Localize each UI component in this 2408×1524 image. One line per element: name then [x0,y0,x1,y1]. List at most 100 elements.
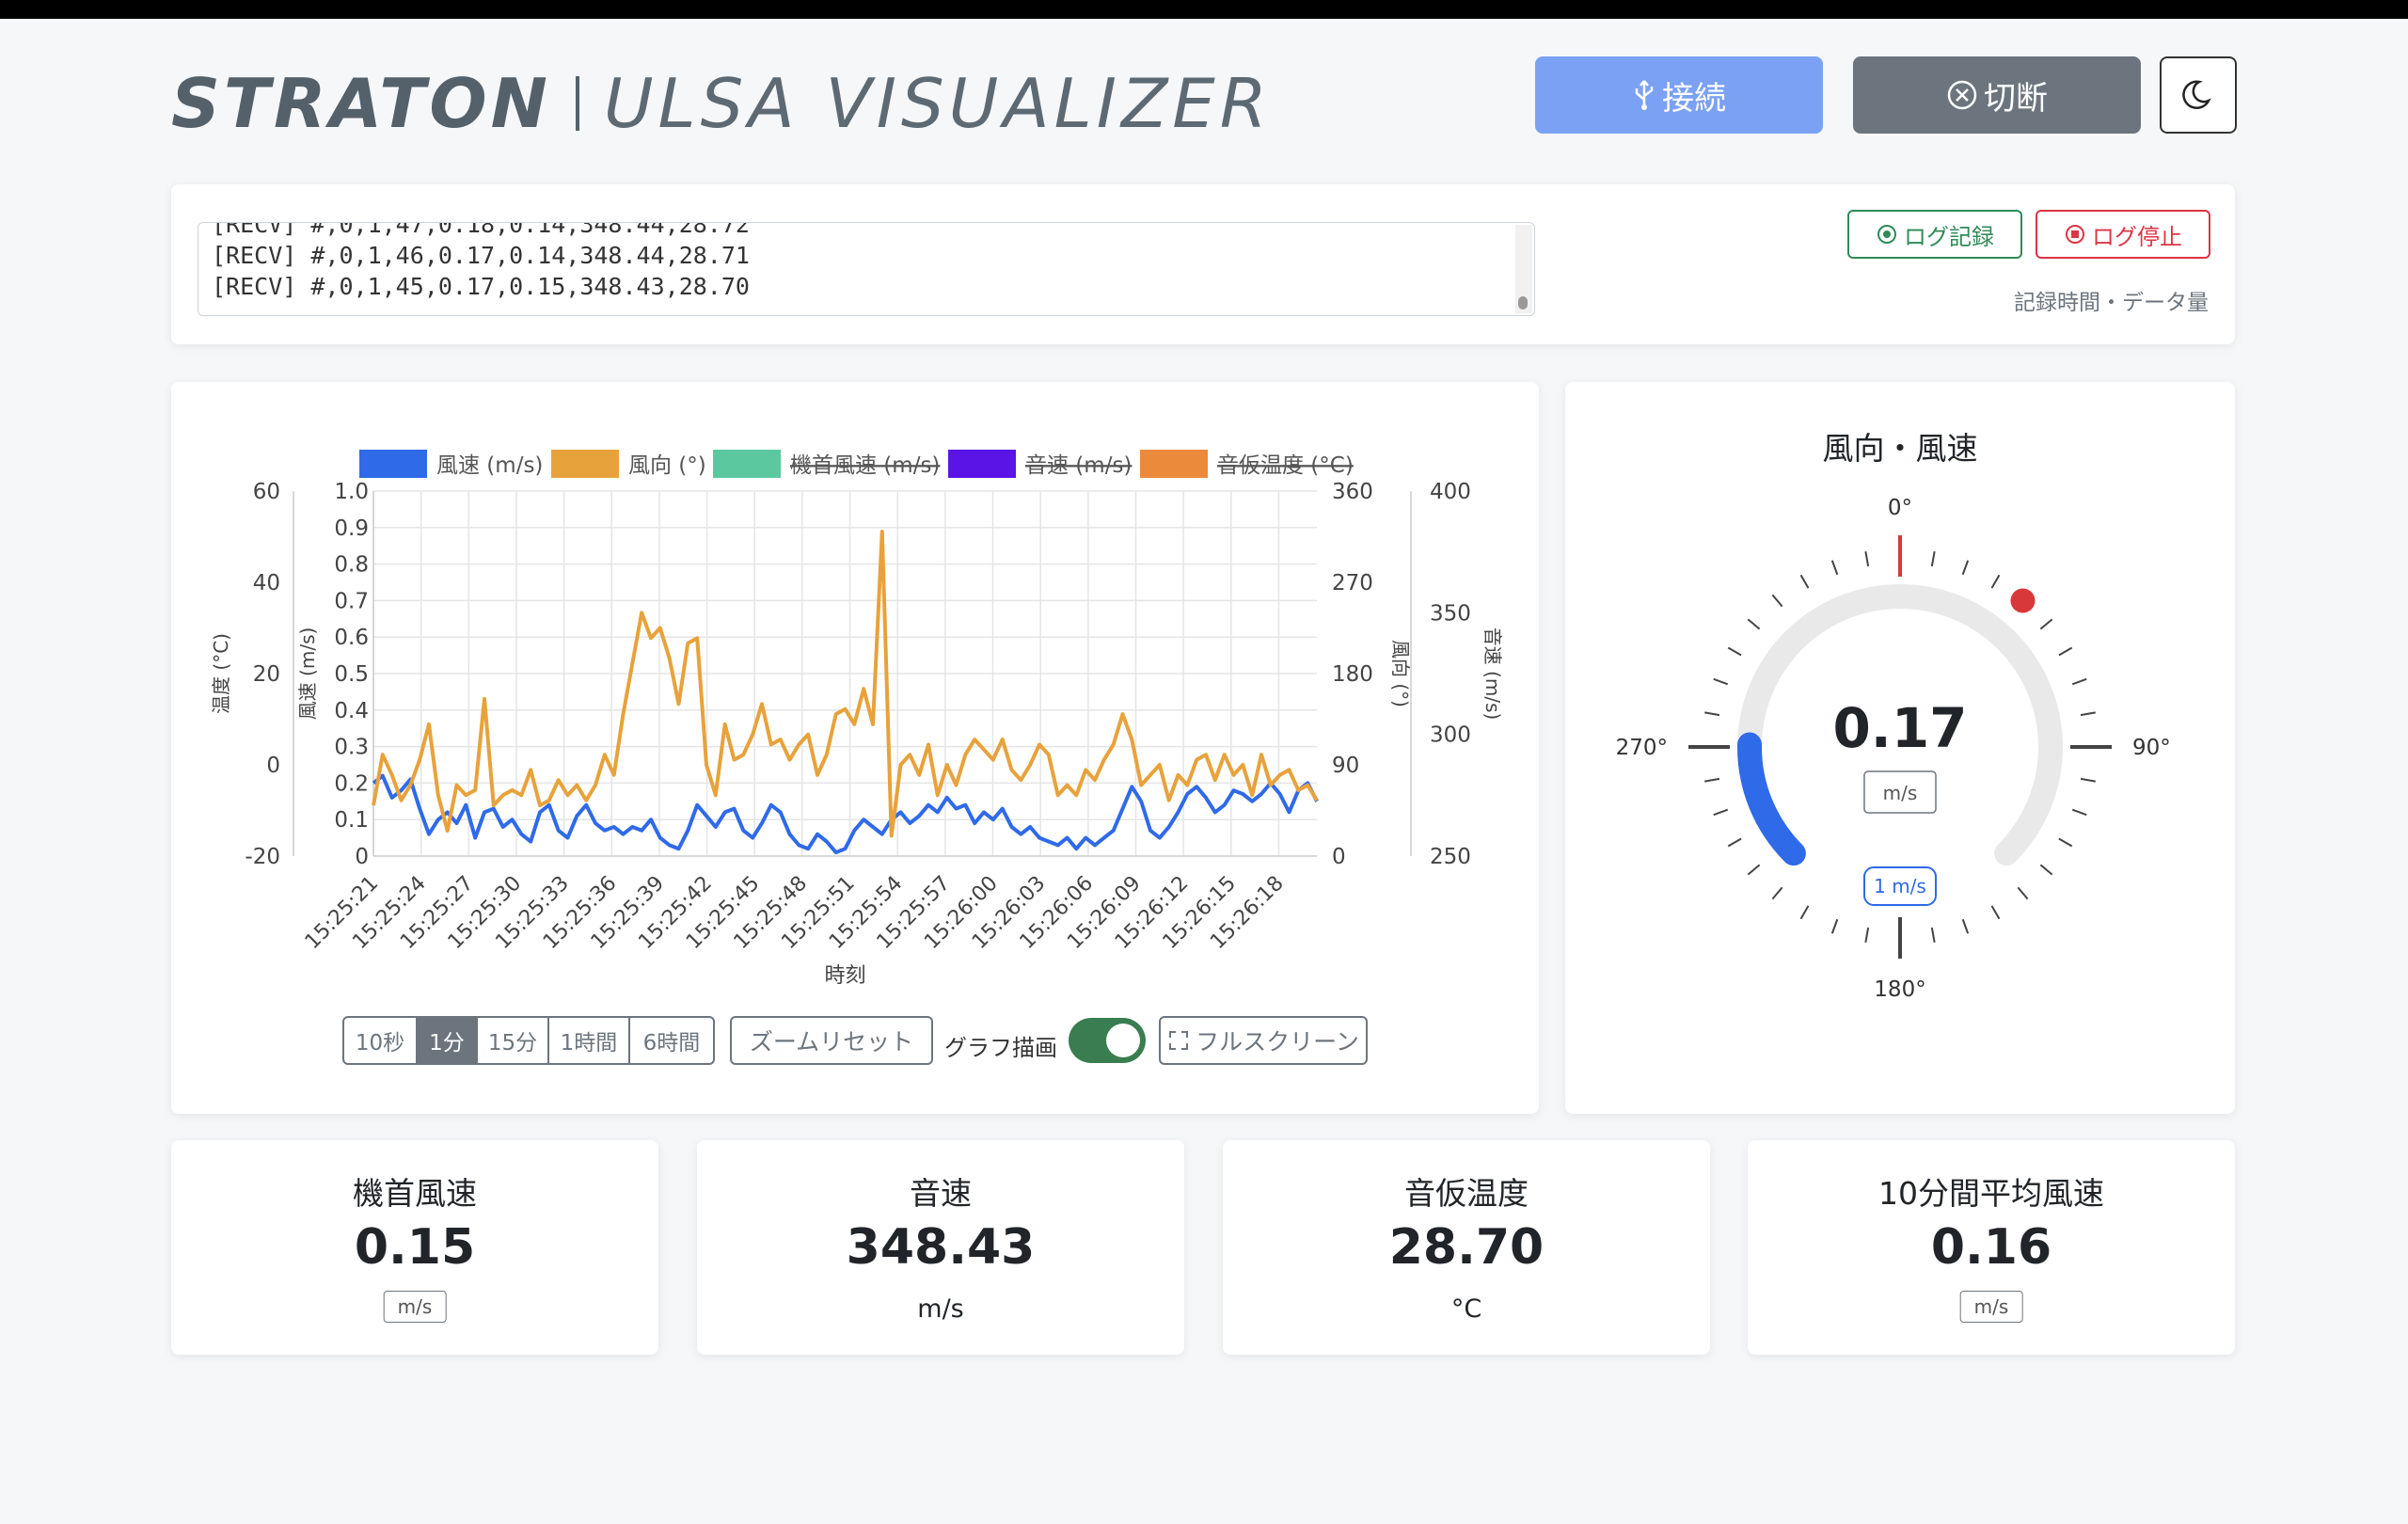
gauge-tick [1930,927,1936,943]
y-tick-label: 0.7 [334,589,369,613]
draw-toggle[interactable] [1069,1018,1146,1063]
y-tick-label: 0.6 [334,626,369,650]
y-tick-label: 270 [1332,571,1373,595]
log-start-button[interactable]: ログ記録 [1847,210,2022,259]
chart-panel: 風速 (m/s) 風向 (°) 機首風速 (m/s) 音速 (m/s) 音仮温度 (°C… [171,382,1539,1114]
range-option[interactable]: 1時間 [547,1016,630,1065]
y-tick-label: 0.2 [334,771,369,796]
theme-toggle-button[interactable] [2160,56,2237,134]
gauge-tick [2017,886,2029,900]
legend-swatch [551,450,619,478]
moon-icon [2182,80,2211,110]
stat-unit: m/s [383,1291,447,1323]
gauge-unit: m/s [1883,782,1918,804]
gauge-tick [1990,905,2001,920]
log-scrollbar[interactable] [1515,225,1532,313]
log-line: [RECV] #,0,1,45,0.17,0.15,348.43,28.70 [212,273,750,300]
x-axis-label: 時刻 [824,964,865,984]
stat-card-nose-wind: 機首風速 0.15 m/s [171,1140,658,1355]
legend-swatch [359,450,427,478]
connect-label: 接続 [1662,79,1726,118]
gauge-tick [1727,837,1742,848]
gauge-tick [2058,646,2073,657]
gauge-scale-badge [1863,866,1937,906]
legend-label: 風速 (m/s) [436,453,543,478]
y-tick-label: 250 [1430,845,1471,869]
toggle-knob [1106,1024,1140,1057]
stat-value: 0.16 [1930,1219,2052,1276]
y-tick-label: 20 [253,662,280,687]
legend-swatch [713,450,781,478]
y-tick-label: 0.3 [334,736,369,760]
y-tick-label: 0 [355,845,369,869]
range-option[interactable]: 6時間 [628,1016,715,1065]
wind-gauge: 風向・風速 0° 90° 180° 270° 0.17 m/s 1 m/s [1616,430,2171,1002]
y-tick-label: 0.1 [334,808,369,833]
stat-value: 0.15 [354,1219,476,1276]
gauge-tick [1990,574,2001,589]
stat-label: 音仮温度 [1404,1175,1529,1212]
disconnect-label: 切断 [1984,79,2048,118]
fullscreen-label: フルスクリーン [1196,1028,1359,1056]
legend-item: 風速 (m/s) [359,450,543,478]
gauge-tick [2080,711,2096,717]
brand: STRATON ULSA VISUALIZER [171,58,1272,148]
legend-label: 音仮温度 (°C) [1217,453,1354,478]
disconnect-button[interactable]: 切断 [1853,56,2141,134]
stop-icon [2066,225,2084,244]
stat-unit: m/s [1959,1291,2023,1323]
gauge-tick [1747,864,1761,876]
legend-swatch [1140,450,1208,478]
y-tick-label: 40 [253,571,280,595]
y-axis-label: 音速 (m/s) [1481,627,1504,721]
range-option[interactable]: 15分 [476,1016,549,1065]
y-axis-label: 風向 (°) [1389,640,1412,707]
gauge-speed-arc [1737,732,1806,866]
log-stop-label: ログ停止 [2092,223,2182,250]
fullscreen-button[interactable]: フルスクリーン [1159,1016,1368,1065]
y-tick-label: 0.9 [334,516,369,541]
y-tick-label: 0.4 [334,699,369,723]
log-output[interactable]: [RECV] #,0,1,47,0.18,0.14,348.44,28.72 [… [198,222,1535,316]
stat-label: 音速 [910,1175,972,1212]
zoom-reset-button[interactable]: ズームリセット [730,1016,933,1065]
log-stop-button[interactable]: ログ停止 [2036,210,2210,259]
log-line: [RECV] #,0,1,46,0.17,0.14,348.44,28.71 [212,242,750,269]
gauge-tick [1961,560,1970,576]
gauge-tick [2071,677,2087,686]
gauge-tick [1747,618,1761,630]
window-top-bar [0,0,2408,19]
stat-unit: °C [1450,1294,1482,1324]
expand-icon [1169,1031,1189,1050]
gauge-tick [1961,918,1970,934]
gauge-tick [1771,594,1783,608]
stat-label: 10分間平均風速 [1878,1175,2104,1212]
y-tick-label: 60 [253,480,280,504]
close-circle-icon [1947,80,1977,110]
range-option[interactable]: 10秒 [342,1016,418,1065]
legend-swatch [948,450,1016,478]
record-icon [1877,225,1896,244]
time-series-chart[interactable]: 風速 (m/s) 風向 (°) 機首風速 (m/s) 音速 (m/s) 音仮温度 (°C… [171,382,1539,984]
gauge-tick [1799,574,1810,589]
range-option[interactable]: 1分 [416,1016,478,1065]
draw-toggle-label: グラフ描画 [944,1035,1057,1061]
legend-item: 音速 (m/s) [948,450,1132,478]
stat-value: 28.70 [1388,1219,1545,1276]
connect-button[interactable]: 接続 [1535,56,1823,134]
stat-value: 348.43 [846,1219,1036,1276]
range-selector: 10秒 1分 15分 1時間 6時間 [342,1016,715,1065]
y-axis-label: 風速 (m/s) [296,627,319,721]
stat-card-10min-avg: 10分間平均風速 0.16 m/s [1748,1140,2235,1355]
y-tick-label: 0.8 [334,553,369,578]
scrollbar-thumb[interactable] [1518,296,1528,310]
log-line: [RECV] #,0,1,47,0.18,0.14,348.44,28.72 [212,222,750,238]
series-line [372,773,1319,855]
gauge-tick [2080,777,2096,783]
brand-logo: STRATON [171,63,551,143]
log-meta: 記録時間・データ量 [2014,291,2209,315]
y-tick-label: 0 [266,754,280,778]
legend-item: 機首風速 (m/s) [713,450,940,478]
gauge-panel: 風向・風速 0° 90° 180° 270° 0.17 m/s 1 m/s [1565,382,2235,1114]
y-tick-label: 300 [1430,723,1471,748]
